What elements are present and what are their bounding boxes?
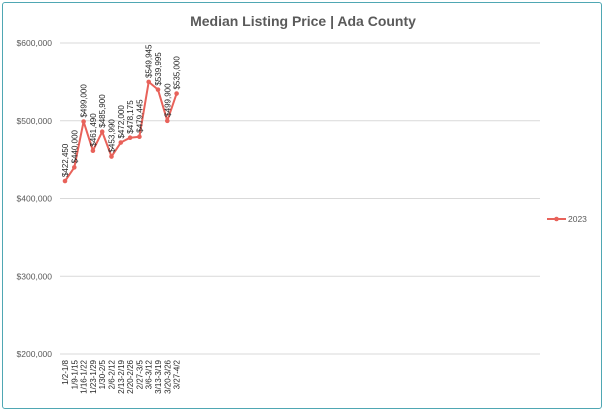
- y-tick-label: $300,000: [17, 271, 53, 281]
- data-point: [174, 91, 179, 96]
- chart-frame: [2, 2, 602, 409]
- y-tick-label: $500,000: [17, 116, 53, 126]
- x-tick-label: 1/23-1/29: [89, 359, 98, 393]
- x-tick-label: 3/27-4/2: [173, 359, 182, 389]
- data-label: $461,490: [89, 113, 98, 147]
- data-point: [146, 79, 151, 85]
- data-label: $535,000: [173, 56, 182, 90]
- data-point: [62, 178, 68, 184]
- data-label: $539,995: [154, 52, 163, 86]
- series-layer: [62, 79, 179, 184]
- data-label: $479,445: [135, 99, 144, 133]
- legend-marker-2023: [554, 216, 559, 222]
- x-tick-label: 1/16-1/22: [80, 359, 89, 393]
- data-point: [165, 118, 170, 124]
- data-point: [118, 140, 124, 145]
- data-point: [81, 119, 86, 124]
- x-tick-label: 1/9-1/15: [70, 359, 79, 389]
- data-label: $422,450: [61, 143, 70, 177]
- data-point: [72, 165, 77, 170]
- data-point: [90, 148, 96, 153]
- x-tick-label: 2/6-2/12: [108, 359, 117, 389]
- data-point: [109, 154, 114, 159]
- x-tick-label: 1/2-1/8: [61, 359, 70, 384]
- data-label: $453,990: [108, 119, 117, 153]
- y-axis-ticks: $600,000 $500,000 $400,000 $300,000 $200,000: [17, 38, 53, 359]
- data-label: $549,945: [145, 44, 154, 78]
- data-label: $440,000: [70, 129, 79, 163]
- x-tick-label: 3/13-3/19: [154, 359, 163, 393]
- x-axis-ticks: 1/2-1/8 1/9-1/15 1/16-1/22 1/23-1/29 1/30-2/…: [61, 359, 182, 393]
- chart-title: Median Listing Price | Ada County: [190, 13, 416, 29]
- legend-label-2023: 2023: [568, 214, 587, 224]
- data-label: $499,900: [163, 83, 172, 117]
- x-tick-label: 3/20-3/26: [163, 359, 172, 393]
- x-tick-label: 3/6-3/12: [145, 359, 154, 389]
- data-label: $485,900: [98, 94, 107, 128]
- data-point: [99, 129, 105, 135]
- y-tick-label: $400,000: [17, 194, 53, 204]
- data-label: $478,175: [126, 100, 135, 134]
- data-point: [155, 87, 161, 92]
- legend: 2023: [547, 214, 587, 224]
- data-point: [137, 134, 142, 140]
- x-tick-label: 2/20-2/26: [126, 359, 135, 393]
- data-labels: $422,450 $440,000 $499,000$461,490$485,900…: [61, 44, 182, 177]
- data-point: [127, 135, 133, 141]
- y-tick-label: $200,000: [17, 349, 53, 359]
- y-tick-label: $600,000: [17, 38, 53, 48]
- x-tick-label: 2/27-3/5: [135, 359, 144, 389]
- data-label: $499,000: [80, 84, 89, 118]
- x-tick-label: 1/30-2/5: [98, 359, 107, 389]
- gridlines: [60, 42, 540, 355]
- data-label: $472,000: [117, 105, 126, 139]
- x-tick-label: 2/13-2/19: [117, 359, 126, 393]
